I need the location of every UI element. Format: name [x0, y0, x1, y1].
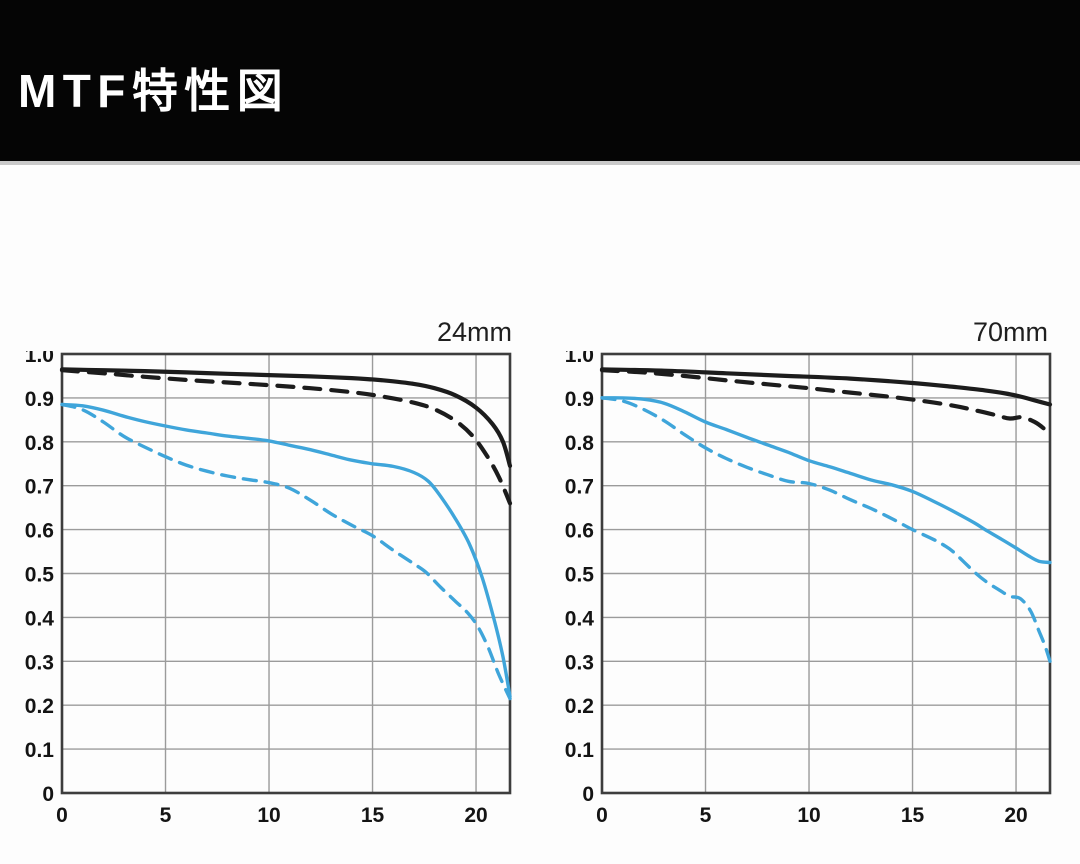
- x-tick-label: 10: [257, 804, 280, 827]
- y-tick-label: 0.8: [25, 432, 55, 455]
- y-tick-label: 0.5: [25, 564, 55, 587]
- y-tick-label: 0: [42, 783, 54, 806]
- x-tick-label: 5: [160, 804, 172, 827]
- x-tick-label: 20: [1004, 804, 1027, 827]
- x-axis-labels: 0 5 10 15 20: [596, 804, 1028, 827]
- page-title: MTF特性図: [18, 64, 290, 117]
- x-tick-label: 0: [56, 804, 68, 827]
- x-tick-label: 0: [596, 804, 608, 827]
- x-tick-label: 10: [797, 804, 820, 827]
- y-tick-label: 0.9: [25, 388, 54, 411]
- gridlines: [62, 353, 510, 794]
- curve-blue-solid: [60, 402, 512, 699]
- x-tick-label: 15: [361, 804, 385, 827]
- y-tick-label: 0.5: [565, 564, 595, 587]
- x-axis-labels: 0 5 10 15 20: [56, 804, 488, 827]
- y-tick-label: 0.2: [25, 695, 54, 718]
- y-tick-label: 0.3: [565, 651, 594, 674]
- chart-title-24mm: 24mm: [436, 317, 512, 347]
- curve-black-dashed: [59, 368, 513, 506]
- curve-black-solid: [59, 367, 513, 468]
- y-tick-label: 0.4: [25, 607, 55, 630]
- y-tick-label: 0.6: [25, 520, 54, 543]
- mtf-charts-row: 24mm 0 0.1 0.2 0.3 0.4 0.5 0.6 0.7 0.8 0.9 1.0 0 5 10…: [0, 315, 1080, 837]
- mtf-chart-70mm: 70mm 0 0.1 0.2 0.3 0.4 0.5 0.6 0.7 0.8 0.9 1.0 0 5 10…: [540, 315, 1080, 837]
- y-tick-label: 0.3: [25, 651, 54, 674]
- y-tick-label: 0.8: [565, 432, 595, 455]
- x-tick-label: 5: [700, 804, 712, 827]
- mtf-chart-24mm: 24mm 0 0.1 0.2 0.3 0.4 0.5 0.6 0.7 0.8 0.9 1.0 0 5 10…: [0, 315, 540, 837]
- y-tick-label: 0.1: [565, 739, 595, 762]
- y-tick-label: 0.1: [25, 739, 55, 762]
- x-tick-label: 15: [901, 804, 925, 827]
- chart-canvas-24mm: 0 0.1 0.2 0.3 0.4 0.5 0.6 0.7 0.8 0.9 1.0 0 5 10 15 20: [25, 351, 513, 827]
- y-tick-label: 1.0: [25, 351, 54, 367]
- curve-blue-solid: [600, 396, 1052, 565]
- plot-border: [60, 352, 512, 795]
- curve-blue-dashed: [60, 402, 512, 701]
- curve-black-solid: [599, 367, 1053, 407]
- page-header: MTF特性図: [0, 0, 1080, 165]
- y-tick-label: 0.2: [565, 695, 594, 718]
- chart-canvas-70mm: 0 0.1 0.2 0.3 0.4 0.5 0.6 0.7 0.8 0.9 1.0 0 5 10 15 20: [565, 351, 1053, 827]
- plot-border: [600, 352, 1052, 795]
- y-tick-label: 0.7: [565, 476, 594, 499]
- y-axis-labels: 0 0.1 0.2 0.3 0.4 0.5 0.6 0.7 0.8 0.9 1.0: [25, 351, 55, 806]
- curve-blue-dashed: [600, 396, 1052, 663]
- y-tick-label: 0.7: [25, 476, 54, 499]
- y-tick-label: 0: [582, 783, 594, 806]
- gridlines: [602, 353, 1050, 794]
- x-tick-label: 20: [464, 804, 487, 827]
- y-tick-label: 1.0: [565, 351, 594, 367]
- chart-title-70mm: 70mm: [972, 317, 1048, 347]
- y-tick-label: 0.6: [565, 520, 594, 543]
- y-tick-label: 0.9: [565, 388, 594, 411]
- curve-black-dashed: [599, 368, 1053, 438]
- y-axis-labels: 0 0.1 0.2 0.3 0.4 0.5 0.6 0.7 0.8 0.9 1.0: [565, 351, 595, 806]
- y-tick-label: 0.4: [565, 607, 595, 630]
